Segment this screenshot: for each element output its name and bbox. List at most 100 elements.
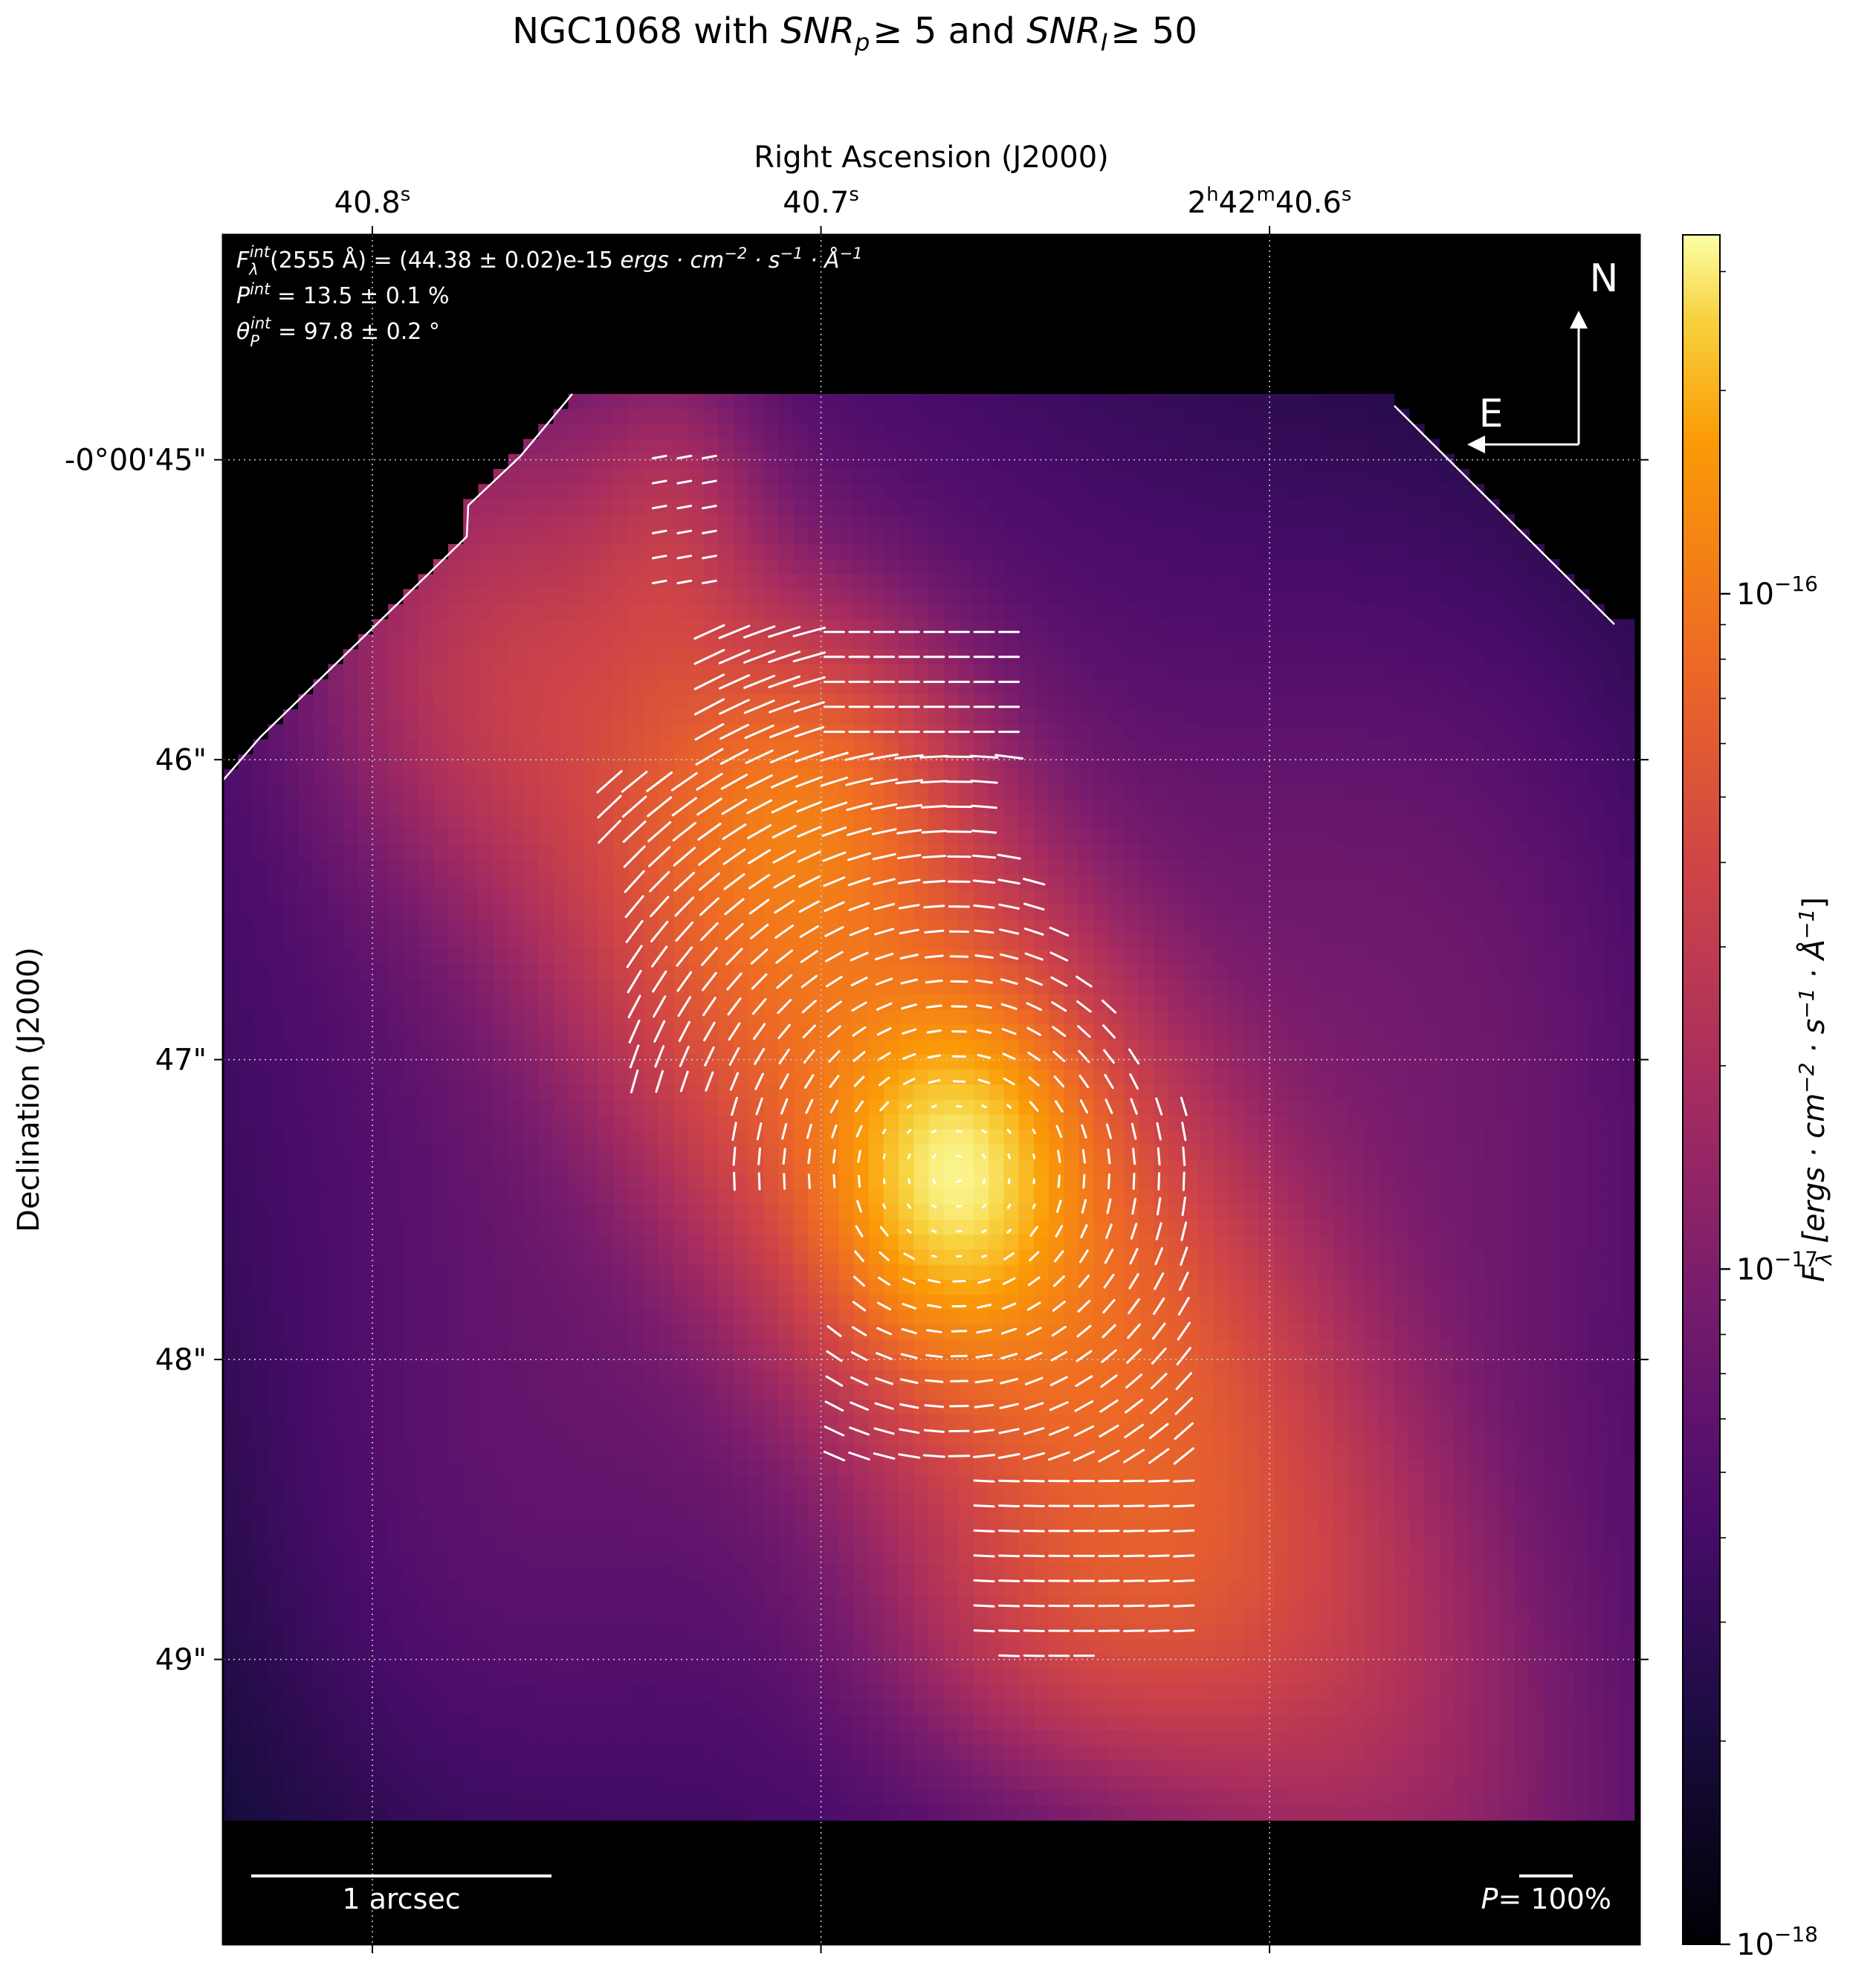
heatmap-pixel <box>598 1114 614 1130</box>
heatmap-pixel <box>673 919 689 935</box>
heatmap-pixel <box>508 649 524 665</box>
heatmap-pixel <box>583 1189 599 1206</box>
heatmap-pixel <box>1499 799 1515 815</box>
heatmap-pixel <box>1289 394 1304 410</box>
heatmap-pixel <box>1229 559 1245 575</box>
heatmap-pixel <box>553 1024 569 1041</box>
heatmap-pixel <box>1274 1084 1290 1100</box>
heatmap-pixel <box>643 859 659 875</box>
heatmap-pixel <box>808 1159 824 1175</box>
heatmap-pixel <box>1559 1084 1575 1100</box>
heatmap-pixel <box>673 484 689 499</box>
heatmap-pixel <box>568 649 584 665</box>
heatmap-pixel <box>989 994 1004 1010</box>
heatmap-pixel <box>1544 664 1560 680</box>
heatmap-pixel <box>583 394 599 410</box>
heatmap-pixel <box>1018 424 1035 440</box>
heatmap-pixel <box>1349 589 1365 605</box>
heatmap-pixel <box>1499 934 1515 950</box>
heatmap-pixel <box>1408 604 1425 620</box>
heatmap-pixel <box>1604 769 1620 785</box>
heatmap-pixel <box>1183 1039 1200 1055</box>
heatmap-pixel <box>1394 754 1410 770</box>
heatmap-pixel <box>613 528 629 545</box>
heatmap-pixel <box>282 1189 299 1206</box>
heatmap-pixel <box>793 874 809 890</box>
heatmap-pixel <box>808 439 824 455</box>
heatmap-pixel <box>508 694 524 710</box>
heatmap-pixel <box>824 979 839 995</box>
heatmap-pixel <box>748 1204 764 1220</box>
heatmap-pixel <box>508 814 524 830</box>
heatmap-pixel <box>1093 499 1110 515</box>
heatmap-pixel <box>1454 499 1470 515</box>
heatmap-pixel <box>808 889 824 905</box>
heatmap-pixel <box>1168 994 1185 1010</box>
heatmap-pixel <box>1018 1084 1035 1100</box>
heatmap-pixel <box>838 1129 854 1145</box>
heatmap-pixel <box>1574 1204 1590 1220</box>
heatmap-pixel <box>658 1249 674 1266</box>
heatmap-pixel <box>1093 484 1110 499</box>
heatmap-pixel <box>1544 754 1560 770</box>
heatmap-pixel <box>1544 1129 1560 1145</box>
heatmap-pixel <box>388 754 404 770</box>
heatmap-pixel <box>1183 634 1200 650</box>
heatmap-pixel <box>974 589 989 605</box>
heatmap-pixel <box>1484 724 1500 740</box>
heatmap-pixel <box>1559 994 1575 1010</box>
heatmap-pixel <box>1124 409 1139 424</box>
heatmap-pixel <box>958 1039 974 1055</box>
heatmap-pixel <box>598 604 614 620</box>
heatmap-pixel <box>1168 1204 1185 1220</box>
heatmap-pixel <box>1078 514 1095 530</box>
heatmap-pixel <box>1499 769 1515 785</box>
heatmap-pixel <box>899 1099 914 1116</box>
heatmap-pixel <box>1408 724 1425 740</box>
heatmap-pixel <box>913 559 929 575</box>
heatmap-pixel <box>583 994 599 1010</box>
heatmap-pixel <box>1319 814 1335 830</box>
heatmap-pixel <box>943 1099 960 1116</box>
heatmap-pixel <box>838 1070 854 1085</box>
heatmap-pixel <box>463 1249 479 1266</box>
heatmap-pixel <box>1499 904 1515 920</box>
heatmap-pixel <box>1199 829 1214 845</box>
heatmap-pixel <box>238 1024 253 1041</box>
heatmap-pixel <box>1033 694 1049 710</box>
heatmap-pixel <box>643 1235 659 1250</box>
heatmap-pixel <box>1258 994 1275 1010</box>
heatmap-pixel <box>793 514 809 530</box>
heatmap-pixel <box>418 1114 434 1130</box>
heatmap-pixel <box>958 664 974 680</box>
heatmap-pixel <box>628 769 644 785</box>
heatmap-pixel <box>282 769 299 785</box>
heatmap-pixel <box>1274 1204 1290 1220</box>
heatmap-pixel <box>1333 1070 1350 1085</box>
heatmap-pixel <box>1484 619 1500 635</box>
heatmap-pixel <box>313 844 329 860</box>
heatmap-pixel <box>1364 919 1379 935</box>
heatmap-pixel <box>1424 544 1440 560</box>
heatmap-pixel <box>1319 709 1335 725</box>
heatmap-pixel <box>1289 1235 1304 1250</box>
heatmap-pixel <box>883 544 899 560</box>
heatmap-pixel <box>853 784 870 800</box>
heatmap-pixel <box>943 994 960 1010</box>
heatmap-pixel <box>1229 889 1245 905</box>
heatmap-pixel <box>1018 1024 1035 1041</box>
heatmap-pixel <box>643 754 659 770</box>
heatmap-pixel <box>1529 709 1545 725</box>
heatmap-pixel <box>328 1024 344 1041</box>
heatmap-pixel <box>343 1039 359 1055</box>
heatmap-pixel <box>583 604 599 620</box>
heatmap-pixel <box>1003 964 1020 980</box>
heatmap-pixel <box>508 874 524 890</box>
heatmap-pixel <box>1439 814 1455 830</box>
heatmap-pixel <box>928 469 945 485</box>
heatmap-pixel <box>538 574 554 590</box>
heatmap-pixel <box>658 439 674 455</box>
heatmap-pixel <box>703 604 719 620</box>
heatmap-pixel <box>1168 874 1185 890</box>
heatmap-pixel <box>343 1009 359 1025</box>
